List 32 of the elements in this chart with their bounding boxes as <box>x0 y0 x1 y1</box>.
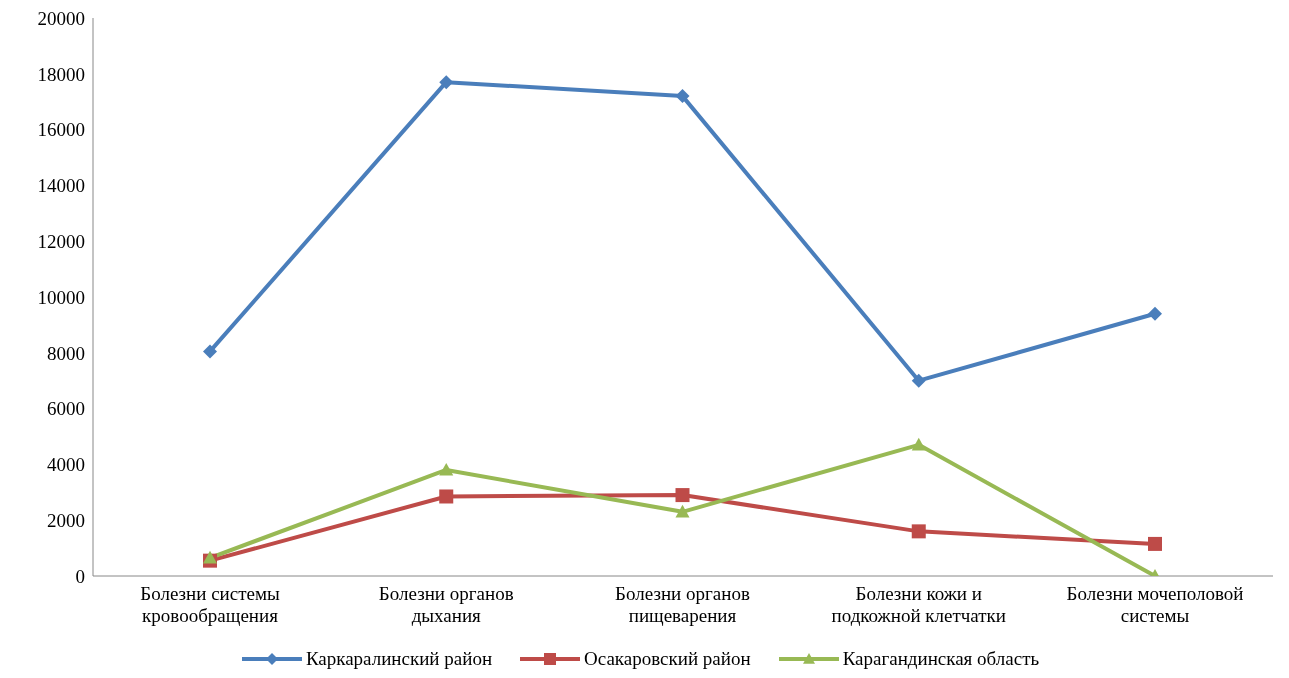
y-tick-label: 0 <box>75 565 85 587</box>
point <box>439 462 454 476</box>
y-tick-label: 6000 <box>47 398 85 420</box>
point <box>911 437 926 451</box>
point <box>911 373 926 388</box>
x-tick-label: Болезни системы кровообращения <box>140 583 280 626</box>
legend-label: Осакаровский район <box>584 648 751 670</box>
point <box>1148 536 1162 551</box>
legend-label: Каркаралинский район <box>305 648 493 670</box>
point <box>1148 306 1162 321</box>
point <box>675 488 690 503</box>
legend-label: Карагандинская область <box>842 648 1040 670</box>
point <box>675 504 690 518</box>
y-tick-label: 12000 <box>37 230 85 252</box>
y-tick-label: 16000 <box>37 119 85 141</box>
point <box>203 344 217 359</box>
x-tick-label: Болезни кожи и подкожной клетчатки <box>831 583 1006 626</box>
x-tick-label: Болезни органов дыхания <box>378 583 514 626</box>
x-tick-label: Болезни органов пищеварения <box>615 583 750 626</box>
point <box>439 75 454 90</box>
y-tick-label: 8000 <box>47 342 85 364</box>
y-tick-label: 18000 <box>37 63 85 85</box>
point <box>911 524 926 539</box>
point <box>675 89 690 104</box>
x-tick-label: Болезни мочеполовой системы <box>1066 583 1244 626</box>
y-tick-label: 10000 <box>37 286 85 308</box>
point <box>203 550 217 564</box>
y-tick-label: 2000 <box>47 509 85 531</box>
y-tick-label: 20000 <box>37 7 85 29</box>
y-tick-label: 14000 <box>37 175 85 197</box>
point <box>439 489 454 504</box>
y-tick-label: 4000 <box>47 454 85 476</box>
